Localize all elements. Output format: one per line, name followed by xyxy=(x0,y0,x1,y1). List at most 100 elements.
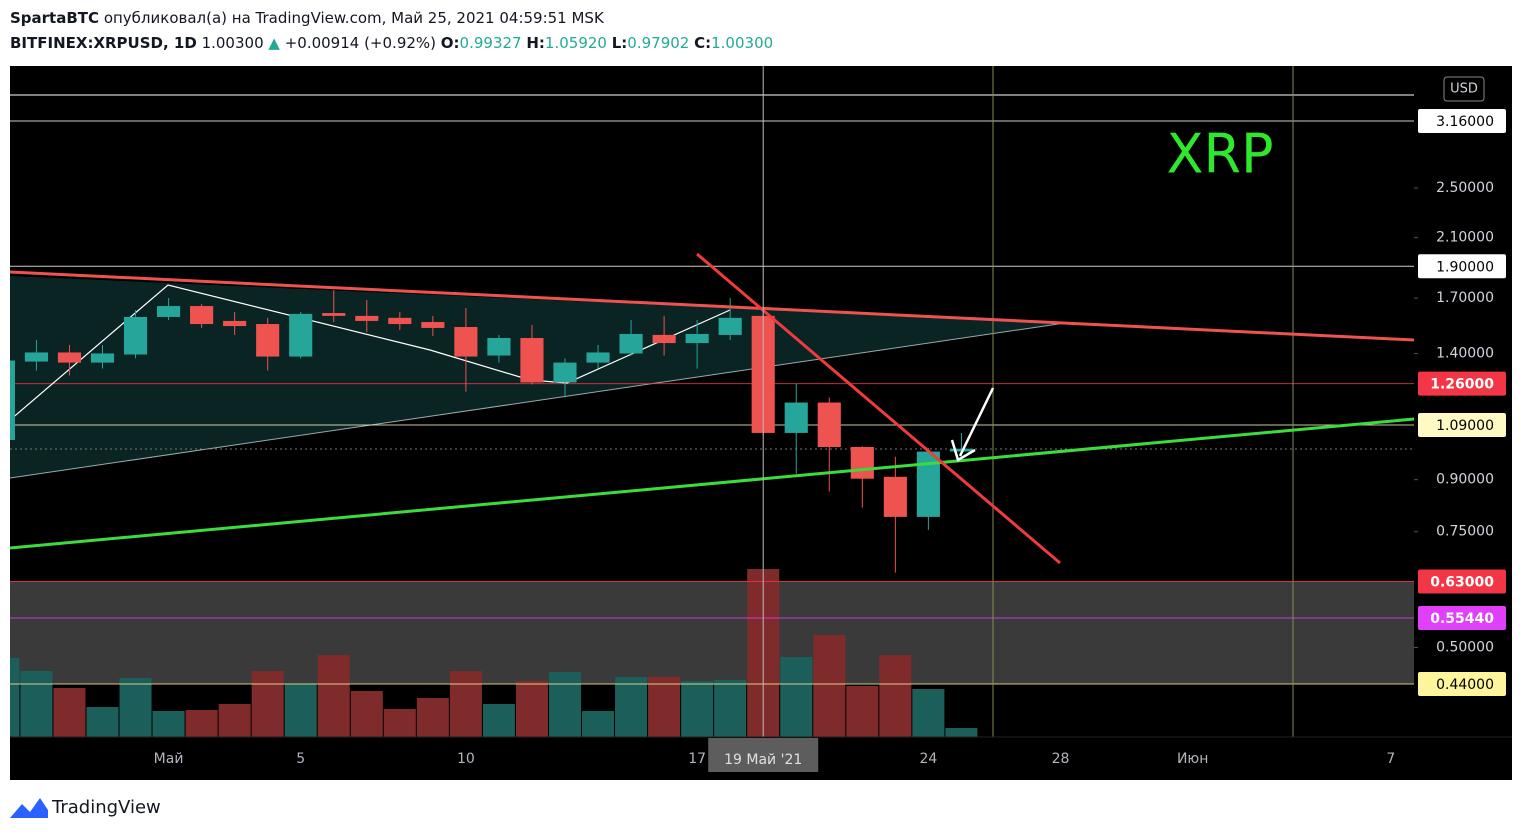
candle-body xyxy=(817,402,841,448)
volume-bar xyxy=(86,707,119,737)
volume-bar xyxy=(548,672,582,737)
x-tick-label: Май xyxy=(154,751,184,767)
level-label: 1.26000 xyxy=(1430,377,1494,393)
level-lines xyxy=(10,120,1414,685)
volume-bar xyxy=(317,655,350,737)
candle-body xyxy=(57,352,82,363)
y-tick-label: 2.50000 xyxy=(1436,180,1494,196)
level-box xyxy=(1418,412,1506,437)
crosshair-box xyxy=(708,738,819,772)
change-arrow: ▲ xyxy=(268,34,280,52)
candle-body xyxy=(355,315,379,321)
candle-body xyxy=(190,306,214,325)
symbol: BITFINEX:XRPUSD, 1D xyxy=(10,34,197,52)
volume-bar xyxy=(846,686,879,737)
volume-bar xyxy=(813,635,846,737)
x-tick-label: Июн xyxy=(1177,751,1208,767)
candle-body xyxy=(553,362,577,383)
volume-bar xyxy=(383,709,416,737)
level-label: 0.55440 xyxy=(1430,611,1494,627)
candle-body xyxy=(652,334,676,344)
y-tick-label: 1.40000 xyxy=(1436,345,1494,361)
candle-body xyxy=(123,316,148,355)
candle-body xyxy=(883,476,907,517)
candle-body xyxy=(520,337,544,383)
ohlc-value: 0.97902 xyxy=(627,34,689,52)
arrow-head xyxy=(950,439,976,462)
candle-body xyxy=(718,317,742,335)
candle-body xyxy=(619,333,643,354)
change: +0.00914 (+0.92%) xyxy=(285,34,436,52)
candle-body xyxy=(916,451,940,517)
ohlc-value: 1.05920 xyxy=(545,34,607,52)
y-tick-label: 2.10000 xyxy=(1436,230,1494,246)
axes: 2.50000 2.10000 1.70000 1.40000 0.90000 0.750… xyxy=(10,66,1512,772)
candle-body xyxy=(90,353,115,363)
candle-body xyxy=(10,360,15,441)
candle-body xyxy=(487,337,511,356)
x-tick-label: 28 xyxy=(1052,751,1070,767)
ohlc-value: 1.00300 xyxy=(711,34,773,52)
volume-bar xyxy=(10,658,20,737)
candle-body xyxy=(157,306,181,317)
x-tick-label: 5 xyxy=(296,751,305,767)
volume-bar xyxy=(416,698,449,737)
zone xyxy=(10,581,1414,684)
candles xyxy=(10,290,973,573)
symbol-line: BITFINEX:XRPUSD, 1D 1.00300 ▲ +0.00914 (… xyxy=(10,34,773,52)
volume-bar xyxy=(879,655,912,737)
volume-bar xyxy=(912,689,945,737)
level-label: 1.90000 xyxy=(1436,259,1494,275)
volume-bar xyxy=(185,710,218,737)
volume-bar xyxy=(350,691,383,737)
header-line: SpartaBTC опубликовал(а) на TradingView.… xyxy=(10,9,605,27)
volume-bar xyxy=(714,680,747,737)
x-tick-label: 10 xyxy=(457,751,475,767)
chart-title: XRP xyxy=(1166,123,1273,186)
ohlc-label: C: xyxy=(694,34,711,52)
volume-bar xyxy=(20,671,53,737)
candle-body xyxy=(322,313,346,316)
y-tick-label: 0.90000 xyxy=(1436,472,1494,488)
volume-bar xyxy=(615,677,648,737)
volume-bar xyxy=(945,728,978,737)
volume-bar xyxy=(251,671,284,737)
currency-box xyxy=(1443,76,1485,102)
triangle-line xyxy=(10,322,1066,479)
level-box xyxy=(1418,254,1506,279)
volume-bar xyxy=(648,677,681,737)
ohlc-label: L: xyxy=(612,34,628,52)
level-label: 0.44000 xyxy=(1436,677,1494,693)
trend-line xyxy=(10,270,1414,342)
x-tick-label: 7 xyxy=(1386,751,1395,767)
level-label: 3.16000 xyxy=(1436,114,1494,130)
candle-body xyxy=(850,447,874,479)
level-box xyxy=(1418,672,1506,697)
candle-body xyxy=(223,320,247,327)
currency: USD xyxy=(1450,82,1478,97)
candle-body xyxy=(784,402,808,433)
arrow xyxy=(958,387,995,457)
volume-bar xyxy=(780,657,813,737)
candle-body xyxy=(289,313,313,357)
volume-bar xyxy=(152,711,185,737)
volume-bar xyxy=(119,678,152,737)
candle-body xyxy=(256,324,280,357)
candle-body xyxy=(421,322,445,328)
logo xyxy=(10,798,48,818)
volume-bar xyxy=(582,711,615,737)
published: опубликовал(а) на TradingView.com, Май 2… xyxy=(104,9,605,27)
y-tick-label: 0.75000 xyxy=(1436,524,1494,540)
zigzag xyxy=(10,284,731,421)
candle-body xyxy=(586,352,610,363)
level-box xyxy=(1418,371,1506,396)
volume-bar xyxy=(515,681,548,737)
level-box xyxy=(1418,108,1506,133)
trend-line xyxy=(696,252,1061,565)
candle-body xyxy=(24,352,48,362)
volume-bar xyxy=(482,704,515,737)
last-price: 1.00300 xyxy=(202,34,264,52)
volume-bar xyxy=(681,681,714,737)
